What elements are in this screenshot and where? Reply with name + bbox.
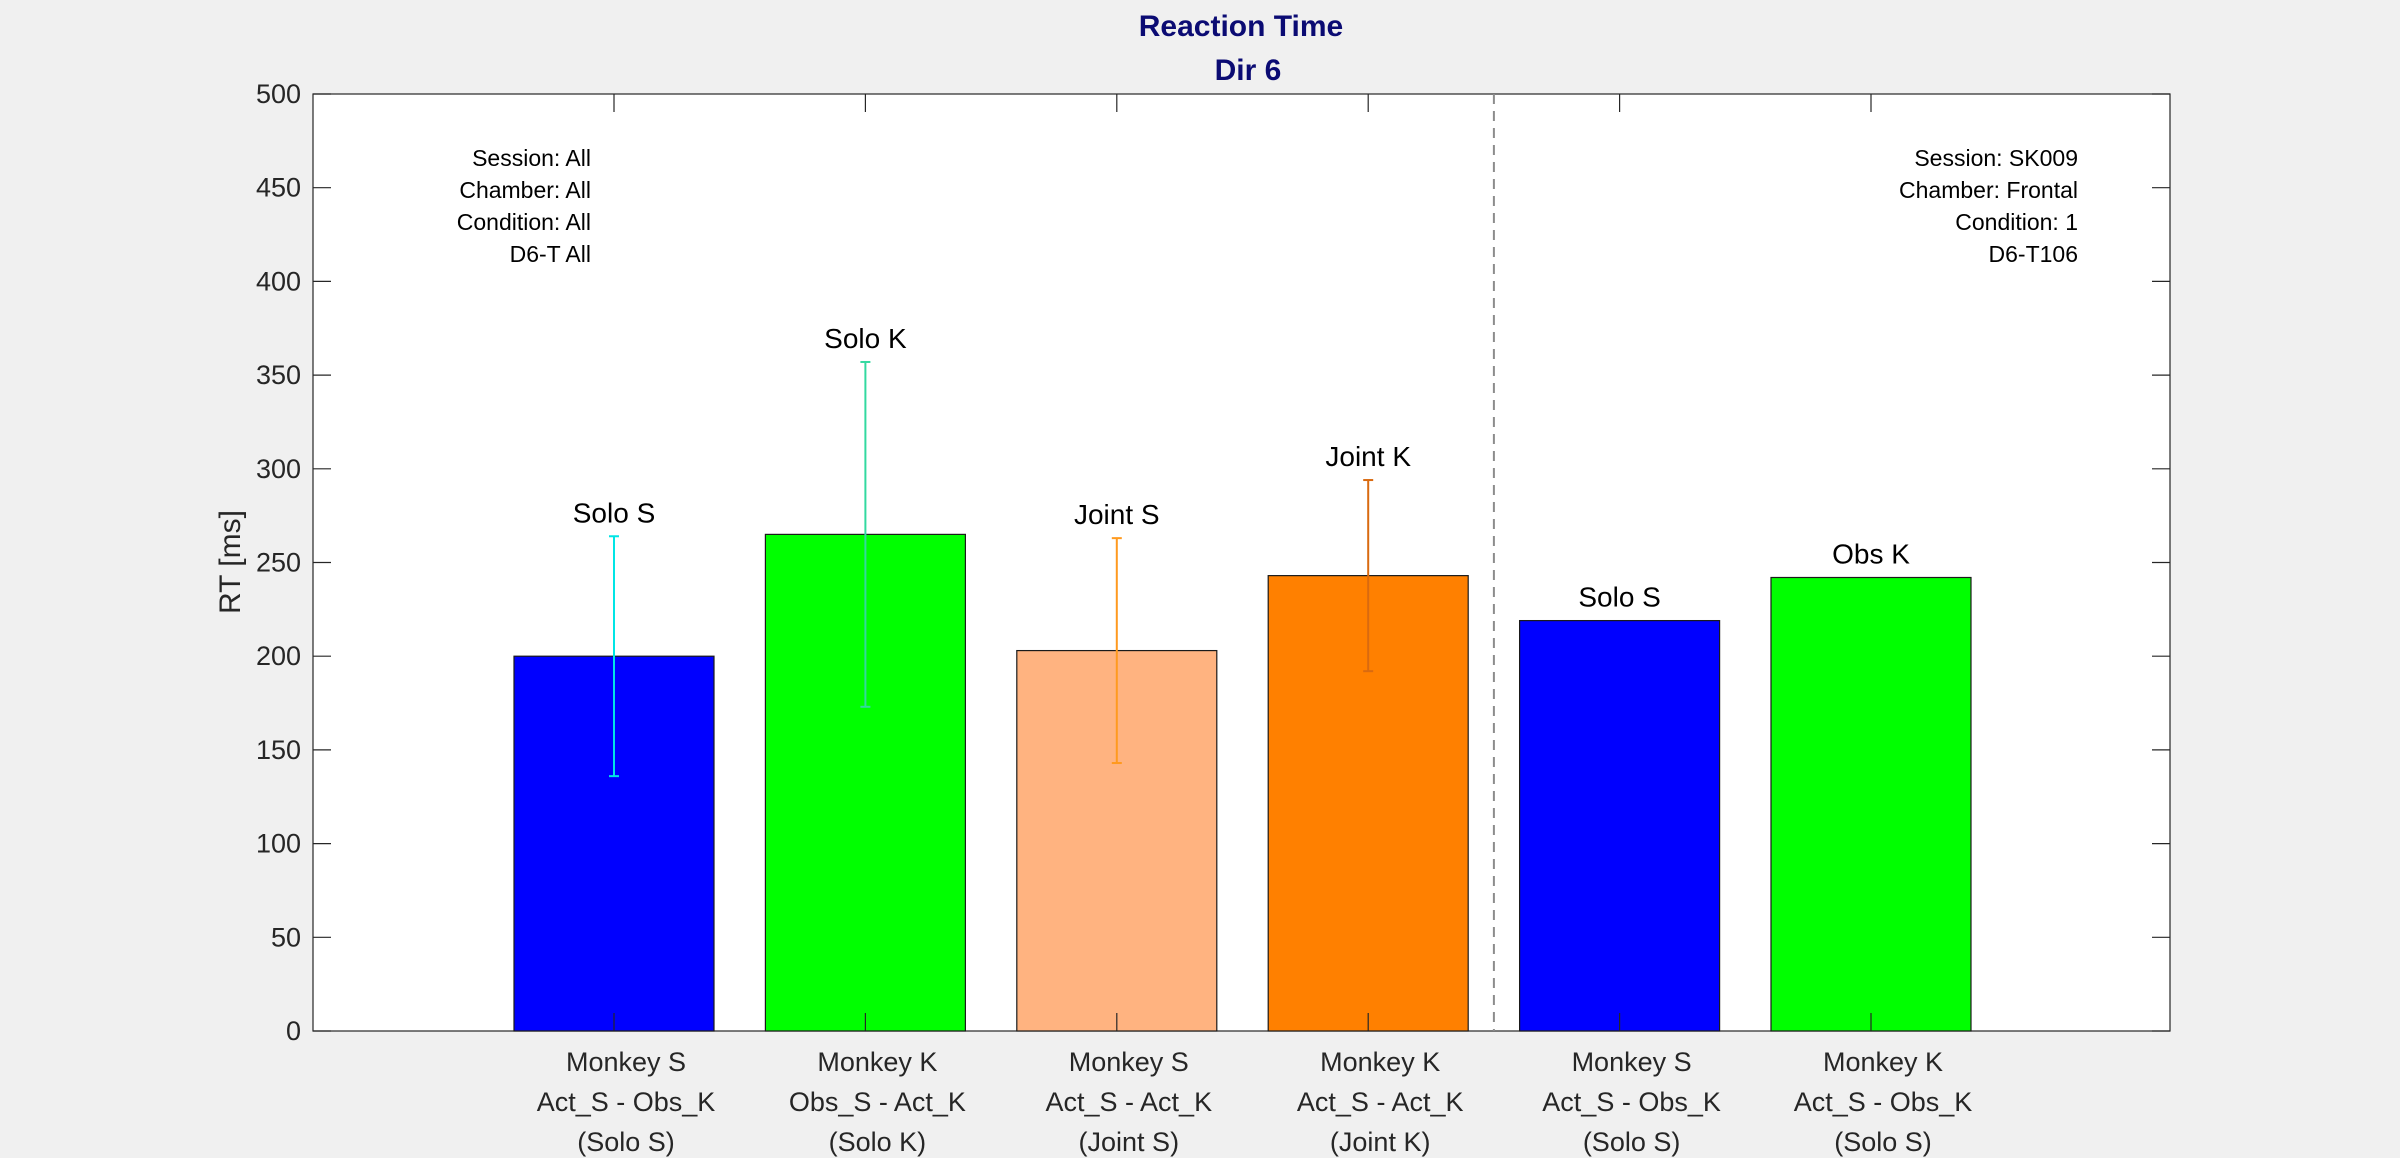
x-tick-label-1-line-1: Monkey S <box>566 1047 686 1077</box>
chart-title: Reaction Time <box>1139 10 1344 43</box>
y-tick-labels-layer: 0 50 100 150 200 250 300 350 400 450 500 <box>256 79 301 1046</box>
ticks-layer <box>313 93 2170 1032</box>
bar-labels-layer: Solo S Solo K Joint S Joint K Solo S Obs K <box>573 323 1910 613</box>
y-tick-label: 250 <box>256 548 301 578</box>
y-tick-label: 200 <box>256 641 301 671</box>
annotation-right-line-3: Condition: 1 <box>1955 209 2078 235</box>
y-tick-label: 500 <box>256 79 301 109</box>
y-axis-label: RT [ms] <box>214 510 247 614</box>
x-tick-label-5-line-2: Act_S - Obs_K <box>1542 1087 1721 1117</box>
annotation-right-line-1: Session: SK009 <box>1914 145 2078 171</box>
x-tick-label-5-line-1: Monkey S <box>1572 1047 1692 1077</box>
x-tick-label-1-line-2: Act_S - Obs_K <box>537 1087 716 1117</box>
x-tick-label-4-line-2: Act_S - Act_K <box>1297 1087 1464 1117</box>
y-tick-label: 50 <box>271 922 301 952</box>
x-tick-label-6-line-2: Act_S - Obs_K <box>1794 1087 1973 1117</box>
x-tick-label-1-line-3: (Solo S) <box>577 1127 675 1157</box>
y-tick-label: 450 <box>256 173 301 203</box>
x-tick-label-2-line-2: Obs_S - Act_K <box>789 1087 966 1117</box>
bar-label-6: Obs K <box>1832 538 1910 569</box>
x-tick-label-3-line-2: Act_S - Act_K <box>1046 1087 1213 1117</box>
bar-label-1: Solo S <box>573 497 656 528</box>
y-tick-label: 300 <box>256 454 301 484</box>
annotation-left-line-3: Condition: All <box>457 209 591 235</box>
y-tick-label: 350 <box>256 360 301 390</box>
y-tick-label: 400 <box>256 266 301 296</box>
annotation-right-line-2: Chamber: Frontal <box>1899 177 2078 203</box>
y-tick-label: 0 <box>286 1016 301 1046</box>
y-tick-label: 150 <box>256 735 301 765</box>
bar-label-3: Joint S <box>1074 499 1160 530</box>
x-tick-label-2-line-3: (Solo K) <box>829 1127 927 1157</box>
annotation-left-line-2: Chamber: All <box>459 177 591 203</box>
annotation-left: Session: All Chamber: All Condition: All D6… <box>457 145 591 267</box>
bar-label-5: Solo S <box>1578 582 1661 613</box>
bars-layer <box>513 533 1972 1032</box>
x-tick-label-3-line-3: (Joint S) <box>1079 1127 1180 1157</box>
bar-label-2: Solo K <box>824 323 907 354</box>
y-tick-label: 100 <box>256 829 301 859</box>
annotation-right-line-4: D6-T106 <box>1989 241 2078 267</box>
error-bar-2 <box>860 360 871 708</box>
x-tick-labels-layer: Monkey S Act_S - Obs_K (Solo S) Monkey K Obs… <box>537 1047 1973 1157</box>
error-bar-3 <box>1111 537 1122 765</box>
annotation-right: Session: SK009 Chamber: Frontal Condition:… <box>1899 145 2078 267</box>
x-tick-label-4-line-1: Monkey K <box>1320 1047 1440 1077</box>
x-tick-label-3-line-1: Monkey S <box>1069 1047 1189 1077</box>
x-tick-label-4-line-3: (Joint K) <box>1330 1127 1431 1157</box>
x-tick-label-6-line-3: (Solo S) <box>1834 1127 1932 1157</box>
annotation-left-line-1: Session: All <box>472 145 591 171</box>
annotation-left-line-4: D6-T All <box>510 241 591 267</box>
error-bar-1 <box>609 535 619 778</box>
error-bar-4 <box>1363 479 1374 673</box>
x-tick-label-2-line-1: Monkey K <box>817 1047 937 1077</box>
bar-label-4: Joint K <box>1325 441 1411 472</box>
x-tick-label-6-line-1: Monkey K <box>1823 1047 1943 1077</box>
x-tick-label-5-line-3: (Solo S) <box>1583 1127 1681 1157</box>
chart-subtitle: Dir 6 <box>1215 54 1282 87</box>
bar-5 <box>1518 619 1721 1032</box>
error-bars-layer <box>609 360 1374 778</box>
bar-6 <box>1770 576 1972 1032</box>
